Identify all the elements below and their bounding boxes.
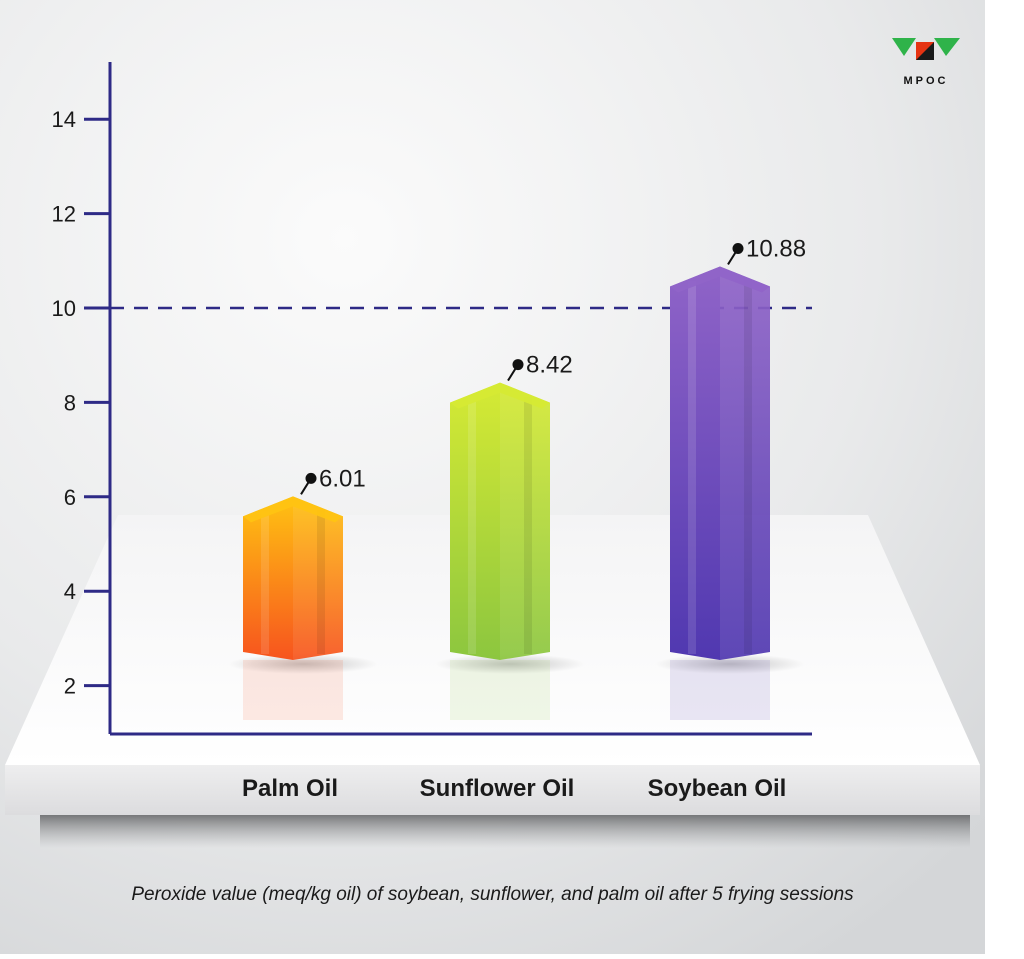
bar-face-right-1 (293, 496, 343, 660)
y-tick-label-8: 8 (64, 390, 76, 415)
bar-ridge-left-3 (688, 280, 696, 654)
logo-left-wing-icon (892, 38, 916, 56)
y-tick-label-14: 14 (52, 107, 76, 132)
bars (228, 266, 805, 720)
bar-reflection-1 (243, 660, 343, 720)
bar-ridge-right-1 (317, 510, 325, 654)
bar-face-left-3 (670, 266, 720, 660)
bar-ridge-left-2 (468, 396, 476, 654)
bar-face-left-2 (450, 382, 500, 660)
bar-palm (243, 496, 343, 660)
value-callout-dot-3 (732, 242, 744, 254)
bar-shadow-2 (435, 654, 585, 674)
bar-soybean (670, 266, 770, 660)
bar-face-left-1 (243, 496, 293, 660)
value-callout-dot-1 (305, 472, 317, 484)
mpoc-logo: MPOC (892, 38, 960, 87)
value-label-2: 8.42 (526, 352, 573, 379)
bar-ridge-right-2 (524, 396, 532, 654)
bar-cap-1 (243, 496, 343, 523)
bar-ridge-right-3 (744, 280, 752, 654)
category-label-3: Soybean Oil (648, 775, 787, 802)
y-tick-label-12: 12 (52, 202, 76, 227)
bar-shadow-3 (655, 654, 805, 674)
category-label-1: Palm Oil (242, 775, 338, 802)
bar-reflection-3 (670, 660, 770, 720)
logo-text: MPOC (904, 75, 949, 87)
bar-shadow-1 (228, 654, 378, 674)
value-label-1: 6.01 (319, 465, 366, 492)
bar-ridge-left-1 (261, 510, 269, 654)
bar-face-right-3 (720, 266, 770, 660)
value-label-3: 10.88 (746, 235, 806, 262)
value-callout-dot-2 (512, 359, 524, 371)
bar-sunflower (450, 382, 550, 660)
y-tick-label-6: 6 (64, 485, 76, 510)
chart-caption: Peroxide value (meq/kg oil) of soybean, … (131, 884, 854, 905)
bar-cap-2 (450, 382, 550, 409)
bar-cap-3 (670, 266, 770, 293)
logo-right-wing-icon (934, 38, 960, 56)
bar-reflection-2 (450, 660, 550, 720)
y-tick-label-10: 10 (52, 296, 76, 321)
y-tick-label-4: 4 (64, 579, 76, 604)
bar-face-right-2 (500, 382, 550, 660)
y-tick-label-2: 2 (64, 674, 76, 699)
labels: 2 4 6 8 10 12 14 6.01 Palm Oil 8.42 Sunflower Oil 1… (52, 107, 807, 802)
category-label-2: Sunflower Oil (420, 775, 575, 802)
